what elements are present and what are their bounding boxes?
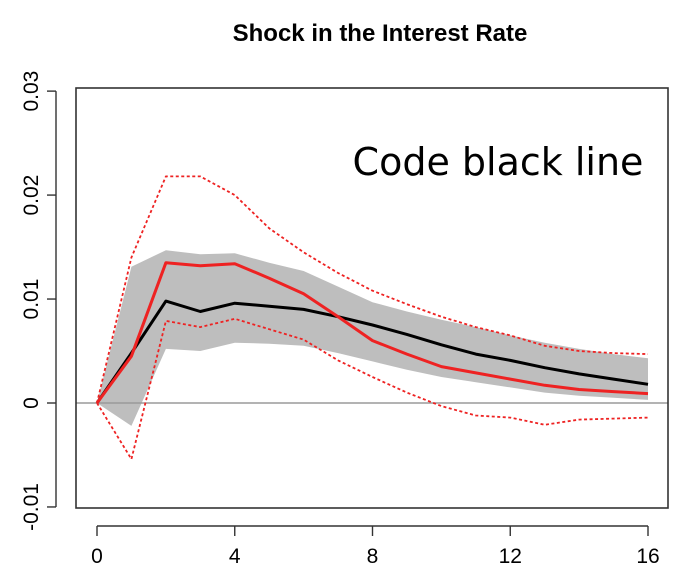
series-red-upper-dotted-line [96,175,649,404]
series-red-line [95,261,649,404]
x-tick-label: 16 [636,545,659,568]
plot-frame [75,87,669,509]
x-axis: 0 4 8 12 16 [91,525,660,568]
series-black-line [95,299,649,404]
plot-area [75,87,669,509]
x-tick-label: 8 [367,545,379,568]
y-tick-label: 0.01 [20,279,43,320]
y-tick-label: 0 [20,397,43,409]
x-tick-label: 4 [229,545,241,568]
series-red-lower-dotted-line [96,317,649,461]
chart-title: Shock in the Interest Rate [233,20,528,47]
y-tick-label: -0.01 [20,483,43,531]
y-axis: -0.01 0 0.01 0.02 0.03 [20,71,57,531]
x-tick-label: 0 [91,545,103,568]
y-tick-label: 0.02 [20,175,43,216]
x-tick-label: 12 [499,545,522,568]
series-layer [95,175,649,461]
chart-annotation: Code black line [353,140,644,184]
y-tick-label: 0.03 [20,71,43,112]
confidence-band [97,250,648,426]
